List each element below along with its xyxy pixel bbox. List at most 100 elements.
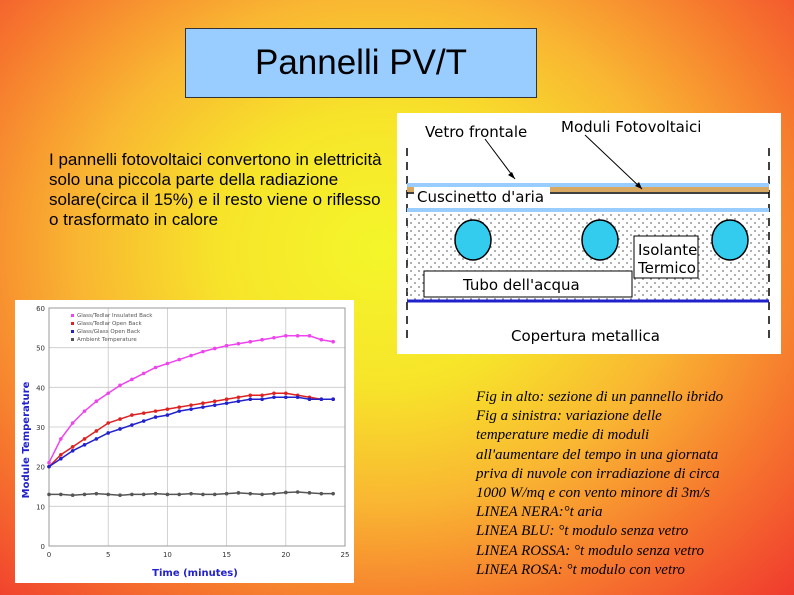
- data-point: [260, 397, 264, 402]
- x-tick-label: 0: [47, 551, 51, 559]
- data-point: [82, 443, 87, 447]
- data-point: [130, 413, 134, 417]
- data-point: [165, 407, 170, 411]
- data-point: [224, 397, 229, 402]
- data-point: [118, 427, 122, 431]
- data-point: [130, 492, 134, 497]
- diagram-svg: Vetro frontale Moduli Fotovoltaici Cusci…: [406, 118, 770, 345]
- data-point: [177, 357, 182, 362]
- data-point: [272, 391, 276, 396]
- data-point: [307, 333, 312, 338]
- intro-text: I pannelli fotovoltaici convertono in el…: [49, 150, 382, 229]
- data-point: [248, 339, 253, 344]
- data-point: [272, 395, 276, 400]
- data-point: [307, 491, 312, 495]
- data-point: [224, 491, 229, 496]
- label-pv-modules: Moduli Fotovoltaici: [561, 118, 701, 136]
- data-point: [82, 437, 87, 441]
- data-point: [141, 411, 146, 415]
- data-point: [212, 403, 217, 407]
- legend-marker: [71, 314, 74, 317]
- x-tick-label: 25: [341, 551, 350, 559]
- data-point: [224, 343, 229, 348]
- data-point: [284, 391, 288, 396]
- data-point: [248, 397, 253, 402]
- label-metal-cover: Copertura metallica: [511, 327, 660, 345]
- legend-marker: [71, 338, 74, 341]
- data-point: [118, 493, 122, 498]
- x-tick-label: 10: [163, 551, 172, 559]
- data-point: [70, 493, 75, 498]
- y-tick-label: 0: [41, 543, 45, 551]
- chart-y-axis-label: Module Temperature: [21, 381, 32, 498]
- data-point: [189, 491, 193, 496]
- legend-marker: [71, 322, 74, 325]
- caption-line: LINEA NERA:°t aria: [476, 504, 603, 521]
- data-point: [331, 339, 335, 344]
- data-point: [106, 421, 110, 425]
- data-point: [47, 464, 51, 469]
- pv-pointer-arrow: [584, 134, 643, 190]
- data-point: [272, 491, 276, 496]
- data-point: [248, 393, 253, 398]
- data-point: [201, 492, 205, 497]
- label-insulation-line-1: Isolante: [638, 241, 697, 259]
- data-point: [153, 365, 158, 370]
- data-point: [141, 419, 146, 423]
- caption-line: priva di nuvole con irradiazione di circ…: [476, 465, 720, 482]
- data-point: [106, 492, 110, 497]
- data-point: [331, 397, 335, 402]
- caption-line: Fig a sinistra: variazione delle: [476, 408, 662, 425]
- data-point: [177, 492, 182, 497]
- data-point: [118, 383, 122, 388]
- data-point: [331, 491, 335, 496]
- glass-pointer-arrow: [484, 138, 516, 180]
- y-tick-label: 60: [36, 305, 45, 313]
- data-point: [189, 403, 193, 407]
- data-point: [319, 491, 324, 496]
- water-tubes: [454, 219, 749, 261]
- data-point: [236, 395, 241, 400]
- data-point: [130, 423, 134, 427]
- data-point: [307, 397, 312, 402]
- data-point: [153, 409, 158, 413]
- data-point: [82, 409, 87, 413]
- data-point: [201, 401, 205, 405]
- data-point: [59, 437, 63, 441]
- legend-marker: [71, 330, 74, 333]
- slide-title: Pannelli PV/T: [254, 43, 468, 82]
- data-point: [47, 492, 51, 497]
- data-point: [130, 377, 134, 382]
- data-point: [165, 413, 170, 417]
- data-point: [153, 491, 158, 496]
- x-tick-label: 5: [106, 551, 110, 559]
- front-glass-layer: [407, 183, 769, 187]
- data-point: [70, 449, 75, 453]
- data-point: [189, 407, 193, 411]
- slide-title-box: Pannelli PV/T: [185, 28, 537, 98]
- label-insulation-line-2: Termico: [637, 259, 696, 277]
- panel-cross-section-diagram: Vetro frontale Moduli Fotovoltaici Cusci…: [397, 113, 781, 354]
- data-point: [47, 460, 51, 465]
- data-point: [248, 491, 253, 496]
- data-point: [94, 491, 99, 496]
- chart-x-axis-label: Time (minutes): [152, 568, 238, 579]
- data-point: [236, 399, 241, 404]
- data-point: [177, 409, 182, 413]
- data-point: [106, 431, 110, 435]
- y-tick-label: 30: [36, 424, 45, 432]
- x-tick-label: 20: [281, 551, 290, 559]
- data-point: [141, 492, 146, 497]
- y-tick-label: 40: [36, 384, 45, 392]
- data-point: [70, 421, 75, 425]
- label-water-tube: Tubo dell'acqua: [462, 276, 580, 294]
- x-tick-label: 15: [222, 551, 231, 559]
- label-front-glass: Vetro frontale: [425, 123, 527, 141]
- y-tick-label: 20: [36, 464, 45, 472]
- data-point: [260, 492, 264, 497]
- data-point: [118, 417, 122, 421]
- data-point: [59, 456, 63, 461]
- data-point: [189, 353, 193, 358]
- chart-legend: Glass/Tedlar Insulated Back Glass/Tedlar …: [71, 313, 153, 343]
- legend-label: Glass/Tedlar Insulated Back: [77, 313, 153, 319]
